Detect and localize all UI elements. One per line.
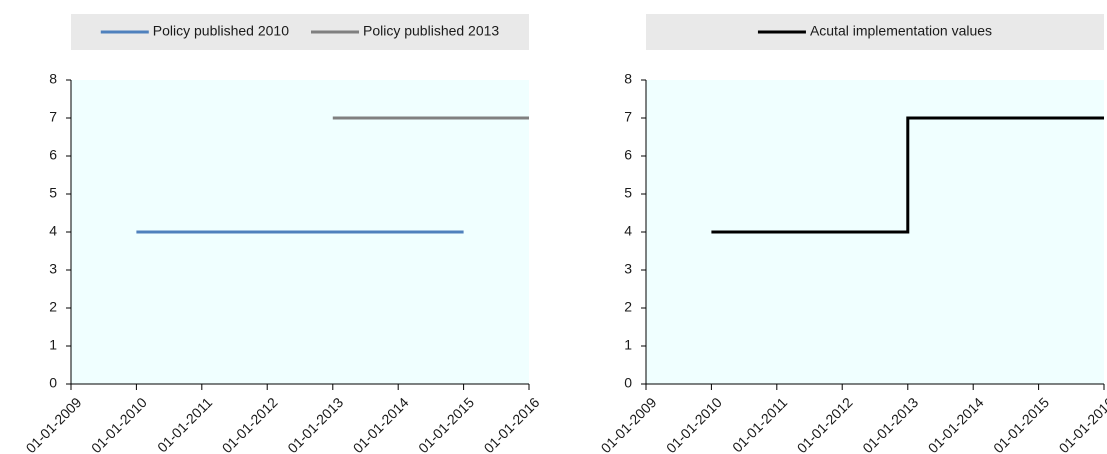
y-tick-label: 2	[624, 299, 632, 315]
y-tick-label: 2	[49, 299, 57, 315]
y-tick-label: 0	[624, 375, 632, 391]
legend: Policy published 2010 Policy published 20…	[71, 14, 529, 50]
x-tick-label: 01-01-2012	[794, 394, 856, 454]
y-tick-label: 7	[624, 109, 632, 125]
x-tick-label: 01-01-2015	[990, 394, 1052, 454]
y-tick-label: 0	[49, 375, 57, 391]
legend-background	[646, 14, 1104, 50]
y-tick-label: 3	[49, 261, 57, 277]
x-tick-label: 01-01-2014	[925, 394, 987, 454]
x-tick-label: 01-01-2016	[1056, 394, 1107, 454]
y-tick-label: 1	[49, 337, 57, 353]
y-tick-label: 5	[624, 185, 632, 201]
y-tick-label: 6	[49, 147, 57, 163]
x-tick-label: 01-01-2013	[284, 394, 346, 454]
y-tick-label: 8	[624, 71, 632, 87]
y-tick-label: 5	[49, 185, 57, 201]
chart-panel-2: Acutal implementation values 0 1 2 3 4 5 6 7 8 01-…	[598, 14, 1107, 454]
y-tick-label: 4	[49, 223, 57, 239]
x-tick-label: 01-01-2011	[154, 394, 215, 454]
x-tick-label: 01-01-2016	[481, 394, 543, 454]
x-tick-label: 01-01-2015	[415, 394, 477, 454]
legend: Acutal implementation values	[646, 14, 1104, 50]
y-tick-label: 1	[624, 337, 632, 353]
y-tick-label: 8	[49, 71, 57, 87]
x-tick-label: 01-01-2010	[88, 394, 150, 454]
chart-panel-1: Policy published 2010 Policy published 20…	[23, 14, 543, 454]
x-tick-label: 01-01-2009	[598, 394, 660, 454]
x-tick-label: 01-01-2010	[663, 394, 725, 454]
y-tick-label: 7	[49, 109, 57, 125]
y-tick-label: 6	[624, 147, 632, 163]
x-tick-label: 01-01-2011	[729, 394, 790, 454]
series-line-1	[711, 116, 1104, 234]
y-tick-label: 4	[624, 223, 632, 239]
legend-entry-1: Acutal implementation values	[810, 23, 992, 39]
x-tick-label: 01-01-2014	[350, 394, 412, 454]
x-tick-label: 01-01-2009	[23, 394, 85, 454]
y-tick-label: 3	[624, 261, 632, 277]
legend-entry-2: Policy published 2013	[363, 23, 499, 39]
x-tick-label: 01-01-2013	[859, 394, 921, 454]
x-tick-label: 01-01-2012	[219, 394, 281, 454]
legend-entry-1: Policy published 2010	[153, 23, 289, 39]
